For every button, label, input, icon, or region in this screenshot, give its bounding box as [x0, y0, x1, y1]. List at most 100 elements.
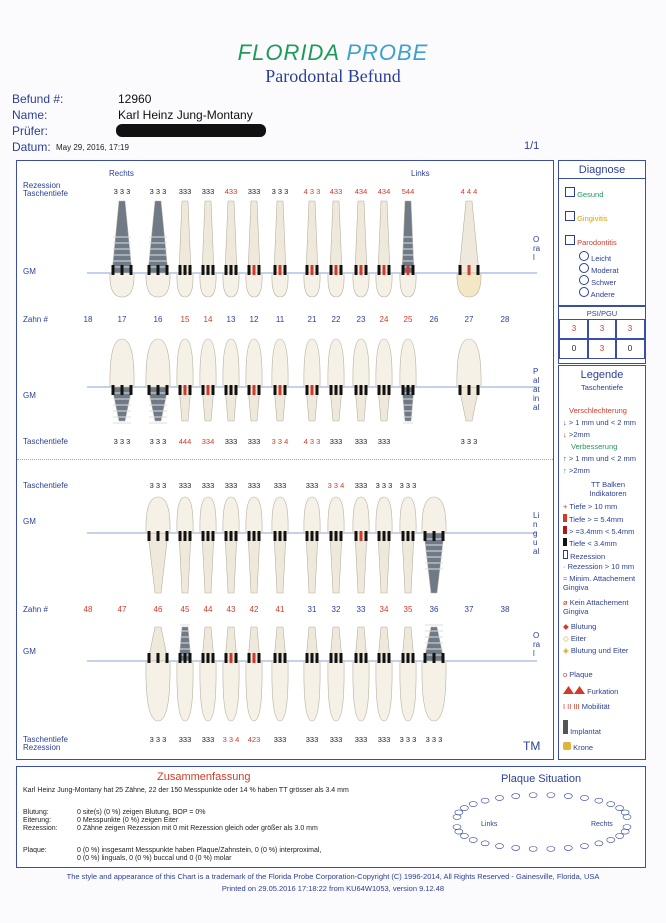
probe-depth-bar	[111, 385, 115, 395]
tt-value: 4 4 4	[460, 187, 478, 196]
probe-depth-bar	[257, 385, 261, 395]
probe-depth-bar	[359, 265, 363, 275]
tt-value: 3 3 3	[113, 187, 131, 196]
probe-depth-bar	[156, 653, 160, 663]
legend-subtitle: Taschentiefe	[580, 383, 624, 392]
tooth-crown	[456, 338, 482, 388]
plaque-site	[594, 840, 604, 847]
probe-depth-bar	[329, 653, 333, 663]
tooth-number: 38	[500, 605, 510, 614]
probe-depth-bar	[278, 531, 282, 541]
probe-depth-bar	[183, 265, 187, 275]
probe-depth-bar	[201, 385, 205, 395]
andere-radio[interactable]	[579, 287, 589, 297]
tooth-crown	[421, 660, 447, 722]
arrow-up-icon: ↑	[563, 454, 567, 463]
tooth-crown	[199, 338, 217, 388]
tt-value: 333	[178, 735, 192, 744]
probe-depth-bar	[247, 265, 251, 275]
plaque-line2: 0 (0 %) linguals, 0 (0 %) buccal und 0 (…	[77, 855, 232, 862]
blutung-label: Blutung:	[23, 809, 49, 816]
tooth-number: 13	[226, 315, 236, 324]
tt-value: 333	[247, 187, 261, 196]
probe-depth-bar	[315, 385, 319, 395]
leicht-radio[interactable]	[579, 251, 589, 261]
tt-value: 333	[178, 481, 192, 490]
tooth-number: 17	[117, 315, 127, 324]
psi-cell: 3	[615, 319, 645, 339]
lower-rezession-label: Rezession	[23, 743, 61, 752]
probe-depth-bar	[234, 385, 238, 395]
links-label: Links	[411, 169, 430, 178]
probe-depth-bar	[283, 385, 287, 395]
tooth-root	[147, 532, 169, 594]
tt-value: 3 3 3	[149, 735, 167, 744]
probe-depth-bar	[382, 385, 386, 395]
probe-depth-bar	[310, 653, 314, 663]
tooth-crown	[375, 338, 393, 388]
squiggle-icon: ≈	[563, 574, 568, 583]
tt-value: 333	[224, 437, 238, 446]
schwer-radio[interactable]	[579, 275, 589, 285]
legend-l5: Rezession	[570, 552, 606, 561]
plaque-site	[622, 824, 632, 830]
legend-v2: >2mm	[568, 430, 590, 439]
plaque-diagram	[452, 792, 632, 852]
tooth-crown	[271, 338, 289, 388]
tooth-root	[401, 532, 415, 594]
gesund-checkbox[interactable]	[565, 187, 575, 197]
no-attachment-icon: ø	[563, 598, 568, 607]
summary-title: Zusammenfassung	[157, 771, 251, 783]
pruefer-label: Prüfer:	[12, 124, 49, 138]
probe-depth-bar	[229, 531, 233, 541]
legend-l8: Kein Attachement Gingiva	[563, 598, 629, 616]
tooth-root	[178, 532, 192, 594]
summary-panel: Zusammenfassung Karl Heinz Jung-Montany …	[16, 766, 646, 868]
probe-depth-bar	[387, 653, 391, 663]
moderat-radio[interactable]	[579, 263, 589, 273]
tooth-number: 11	[275, 315, 285, 324]
probe-depth-bar	[229, 653, 233, 663]
psi-cell: 3	[587, 319, 617, 339]
tooth-number: 16	[153, 315, 163, 324]
tt-value: 434	[354, 187, 368, 196]
tooth-number: 44	[203, 605, 213, 614]
plaque-site	[528, 846, 538, 852]
darkred-bar-icon	[563, 526, 567, 534]
probe-depth-bar	[283, 653, 287, 663]
tooth-crown	[327, 272, 345, 298]
parodontitis-checkbox[interactable]	[565, 235, 575, 245]
tt-value: 444	[178, 437, 192, 446]
probe-depth-bar	[206, 653, 210, 663]
tooth-number: 24	[379, 315, 389, 324]
tooth-crown	[109, 338, 135, 388]
probe-depth-bar	[247, 653, 251, 663]
tooth-crown	[199, 272, 217, 298]
gingivitis-checkbox[interactable]	[565, 211, 575, 221]
tooth-crown	[199, 496, 217, 534]
tt-value: 3 3 4	[327, 481, 345, 490]
probe-depth-bar	[247, 385, 251, 395]
redacted-name	[116, 124, 266, 137]
plaque-situation-title: Plaque Situation	[501, 773, 582, 785]
probe-depth-bar	[364, 265, 368, 275]
tt-value: 333	[377, 735, 391, 744]
probe-depth-bar	[329, 385, 333, 395]
befund-label: Befund #:	[12, 92, 64, 106]
tt-value: 3 3 3	[399, 481, 417, 490]
probe-depth-bar	[476, 265, 480, 275]
probe-depth-bar	[211, 385, 215, 395]
probe-depth-bar	[305, 531, 309, 541]
tt-value: 3 3 4	[222, 735, 240, 744]
probe-depth-bar	[183, 385, 187, 395]
plaque-site	[468, 837, 478, 843]
tooth-root	[354, 200, 368, 274]
tooth-crown	[245, 272, 263, 298]
tooth-number: 43	[226, 605, 236, 614]
tt-value: 3 3 3	[149, 481, 167, 490]
probe-depth-bar	[156, 531, 160, 541]
tt-value: 333	[377, 437, 391, 446]
probe-depth-bar	[382, 653, 386, 663]
tt-value: 3 3 3	[460, 437, 478, 446]
probe-depth-bar	[111, 265, 115, 275]
